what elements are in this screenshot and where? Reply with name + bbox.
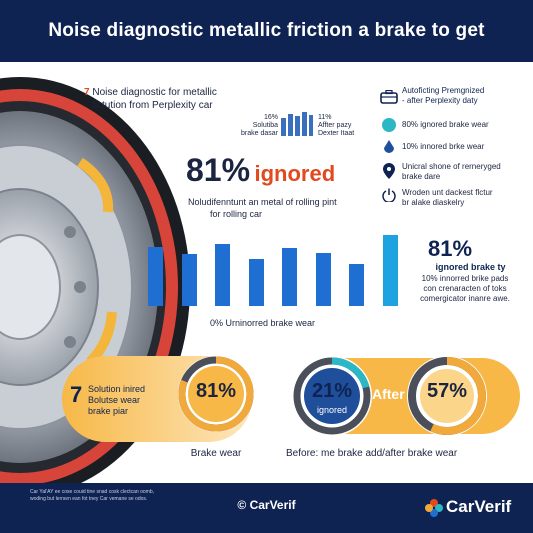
- footer-logo-text: CarVerif: [446, 497, 512, 516]
- after-value: 57%: [426, 380, 468, 402]
- mini-stat-2-value: 11%: [318, 114, 332, 121]
- teal-dot-icon: [382, 118, 396, 132]
- right-item-2: 10% innored brke wear: [402, 142, 485, 151]
- headline: 81% ignored: [186, 152, 386, 189]
- bottom-left-number: 7: [70, 382, 83, 407]
- bottom-left-line-2: Bolutse wear: [88, 395, 141, 405]
- gauges-layer: [178, 356, 520, 436]
- headline-subtext: Noludifenntunt an metal of rolling pint …: [188, 196, 388, 220]
- intro-number: 7: [84, 87, 90, 98]
- gauge-left-inner: [188, 366, 244, 422]
- right-item-3-line-2: brake dare: [402, 172, 441, 181]
- chart-bar: [382, 235, 398, 306]
- chart-bar: [315, 252, 331, 306]
- carverif-logo-icon: [425, 499, 443, 517]
- power-icon: [382, 188, 396, 202]
- right-item-3-line-1: Unicral shone of rerneryged: [402, 162, 501, 171]
- right-item-1: 80% ignored brake wear: [402, 120, 489, 129]
- right-panel-title: Autoficting Premgnized - after Perplexit…: [402, 86, 532, 106]
- right-stat-line-1: ignored brake ty: [435, 262, 506, 272]
- mini-bars-graphic: [281, 112, 313, 136]
- right-stat-value: 81%: [428, 236, 473, 261]
- right-stat-line-3: con crenaracten of toks: [423, 284, 507, 293]
- chart-bar: [181, 254, 197, 306]
- footer-disclaimer: Car Yal'AY ee cose couid tine snad cosk …: [30, 489, 180, 503]
- footer-bar: [0, 483, 533, 533]
- gauge-left-caption: Brake wear: [190, 448, 242, 459]
- right-item-4-line-2: br alake diaskelry: [402, 198, 465, 207]
- chart-caption: 0% Urninorred brake wear: [210, 318, 316, 328]
- mini-stat-1-value: 16%: [263, 114, 278, 121]
- right-item-4: Wroden unt dackest flctur br alake diask…: [402, 188, 532, 208]
- intro-line-2: fictution from Perplexity car: [92, 100, 213, 111]
- chart-bar: [282, 248, 297, 306]
- footer-disclaimer-2: woding but lerrsen ean fot tney Car vema…: [30, 496, 148, 502]
- header-bar: [0, 0, 533, 62]
- bottom-left-line-1: Solution inired: [88, 384, 146, 394]
- right-item-4-line-1: Wroden unt dackest flctur: [402, 188, 493, 197]
- bar-chart: [144, 230, 398, 306]
- right-panel-title-1: Autoficting Premgnized: [402, 86, 485, 95]
- right-stat-details: 10% innorred brike pads con crenaracten …: [400, 274, 530, 304]
- mini-stat-2-label-2: Dexter Itaat: [318, 130, 355, 137]
- page-title: Noise diagnostic metallic friction a bra…: [48, 20, 485, 41]
- chart-bar: [349, 264, 364, 306]
- footer-copyright: © CarVerif: [237, 498, 296, 512]
- gauge-after-inner: [420, 369, 474, 423]
- droplet-icon: [384, 140, 394, 153]
- headline-subtext-1: Noludifenntunt an metal of rolling pint: [188, 197, 337, 207]
- gauge-before-arc: [293, 357, 371, 435]
- map-pin-icon: [383, 163, 395, 179]
- footer-disclaimer-1: Car Yal'AY ee cose couid tine snad cosk …: [30, 489, 154, 495]
- intro-line-1: Noise diagnostic for metallic: [92, 87, 217, 98]
- intro-block: 7 Noise diagnostic for metallic fictutio…: [84, 86, 274, 112]
- bottom-right-caption: Before: me brake add/after brake wear: [286, 448, 458, 459]
- right-item-3: Unicral shone of rerneryged brake dare: [402, 162, 532, 182]
- right-stat-line-2: 10% innorred brike pads: [421, 274, 509, 283]
- before-label: ignored: [316, 405, 348, 415]
- gauge-before-inner: [304, 368, 360, 424]
- bottom-left-line-3: brake piar: [88, 406, 129, 416]
- headline-subtext-2: for rolling car: [210, 209, 263, 219]
- right-panel-title-2: - after Perplexity daty: [402, 96, 478, 105]
- after-label: After: [372, 386, 405, 402]
- headline-percent: 81%: [186, 152, 251, 188]
- right-stat-line-4: comergicator inanre awe.: [420, 294, 510, 303]
- bottom-left-text: Solution inired Bolutse wear brake piar: [88, 384, 178, 417]
- chart-bar: [248, 258, 264, 306]
- gauge-left-arc: [178, 356, 254, 432]
- gauge-after-arc: [408, 357, 486, 435]
- chart-bar: [148, 246, 163, 306]
- mini-stat-1-label-1: Solutiba: [252, 122, 278, 129]
- chart-bar: [215, 243, 230, 306]
- mini-stat-2: 11% Affter pazy Dexter Itaat: [318, 114, 378, 138]
- briefcase-icon: [380, 90, 398, 104]
- gauge-left-value: 81%: [195, 380, 237, 402]
- mini-stat-1-label-2: brake dasar: [241, 130, 278, 137]
- mini-stat-1: 16% Solutiba brake dasar: [218, 114, 278, 138]
- mini-stat-2-label-1: Affter pazy: [318, 122, 352, 129]
- headline-word: ignored: [254, 161, 336, 186]
- before-value: 21%: [311, 380, 353, 402]
